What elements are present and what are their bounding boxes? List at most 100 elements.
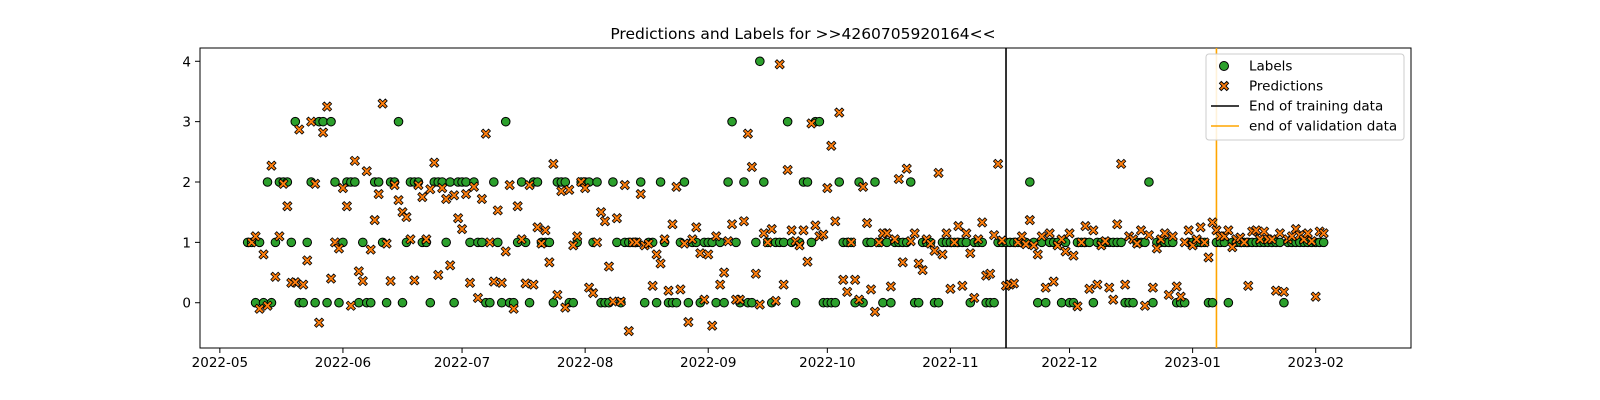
label-point [866,237,876,248]
prediction-point [984,268,996,279]
prediction-point [1143,229,1155,241]
label-point [739,177,749,187]
prediction-point [369,214,380,226]
prediction-point [524,179,535,191]
prediction-point [456,223,468,235]
prediction-point [405,234,416,245]
label-point [719,297,729,308]
label-point [290,116,301,127]
prediction-point [1302,228,1313,239]
label-point [441,237,451,248]
legend-item-predictions: Predictions [1218,79,1323,95]
prediction-point [798,225,809,236]
prediction-point [1072,301,1083,312]
prediction-point [869,306,881,317]
label-point [310,297,320,308]
prediction-point [393,194,404,206]
prediction-point [357,275,368,287]
label-point [1223,297,1234,308]
prediction-point [381,238,392,249]
prediction-point [977,217,988,228]
label-point [608,177,618,187]
prediction-point [1306,235,1317,247]
prediction-point [1310,291,1321,302]
label-point [286,237,297,248]
prediction-point [1195,222,1206,233]
prediction-point [258,249,269,260]
prediction-point [707,320,718,331]
prediction-point [512,200,523,212]
label-point [496,297,507,308]
prediction-point [758,228,769,239]
prediction-point [254,303,265,314]
label-point [683,297,694,308]
y-axis: 0 1 2 3 4 [182,54,200,312]
prediction-point [548,158,559,170]
prediction-point [417,191,428,203]
label-point [751,237,761,248]
prediction-point [675,284,686,295]
prediction-point [441,193,452,205]
prediction-point [333,243,345,254]
prediction-point [631,237,642,248]
label-point [262,177,273,187]
prediction-point [663,285,674,296]
prediction-point [726,219,738,230]
label-point [302,237,313,248]
prediction-point [619,179,631,191]
legend-box [1205,53,1405,141]
prediction-point [579,182,591,194]
prediction-point [1207,217,1218,228]
y-tick-label: 3 [182,115,191,131]
x-axis: 2022-05 2022-06 2022-07 2022-08 2022-09 2022-… [192,348,1344,371]
prediction-point [885,281,897,292]
prediction-point [1100,235,1111,247]
prediction-point [552,289,563,301]
label-point [373,177,384,187]
prediction-point [452,213,464,224]
prediction-point [1032,249,1043,260]
label-point [350,177,360,187]
prediction-point [794,240,805,251]
prediction-point [599,216,611,227]
prediction-point [1159,228,1170,239]
label-point [489,177,499,187]
prediction-point [1266,234,1278,245]
x-tick-label: 2022-09 [680,355,736,371]
prediction-point [623,325,634,337]
prediction-point [325,273,337,284]
prediction-point [746,161,758,173]
label-point [516,177,527,187]
prediction-point [361,165,372,177]
prediction-point [536,238,547,249]
y-tick-label: 1 [182,235,191,251]
prediction-point [413,179,424,191]
label-point [318,116,328,127]
label-point [298,297,309,308]
prediction-point [897,257,908,268]
prediction-point [560,302,571,313]
label-point [679,177,690,187]
prediction-point [266,160,277,171]
label-point [655,177,666,187]
prediction-point [893,173,904,185]
label-point [913,297,924,308]
label-point [723,177,733,187]
label-point [544,237,555,248]
prediction-point [468,181,480,192]
prediction-point [849,274,861,285]
prediction-point [349,155,361,167]
legend-item-training: End of training data [1211,99,1383,115]
prediction-point [647,280,658,291]
prediction-point [504,179,515,191]
prediction-point [1076,237,1087,248]
prediction-point [1243,280,1254,291]
prediction-point [500,246,511,257]
prediction-point [508,303,519,314]
prediction-point [941,228,952,239]
label-point [870,177,880,187]
label-point [330,177,340,187]
label-point [326,116,336,127]
prediction-point [766,223,777,235]
x-tick-label: 2023-01 [1164,355,1220,371]
